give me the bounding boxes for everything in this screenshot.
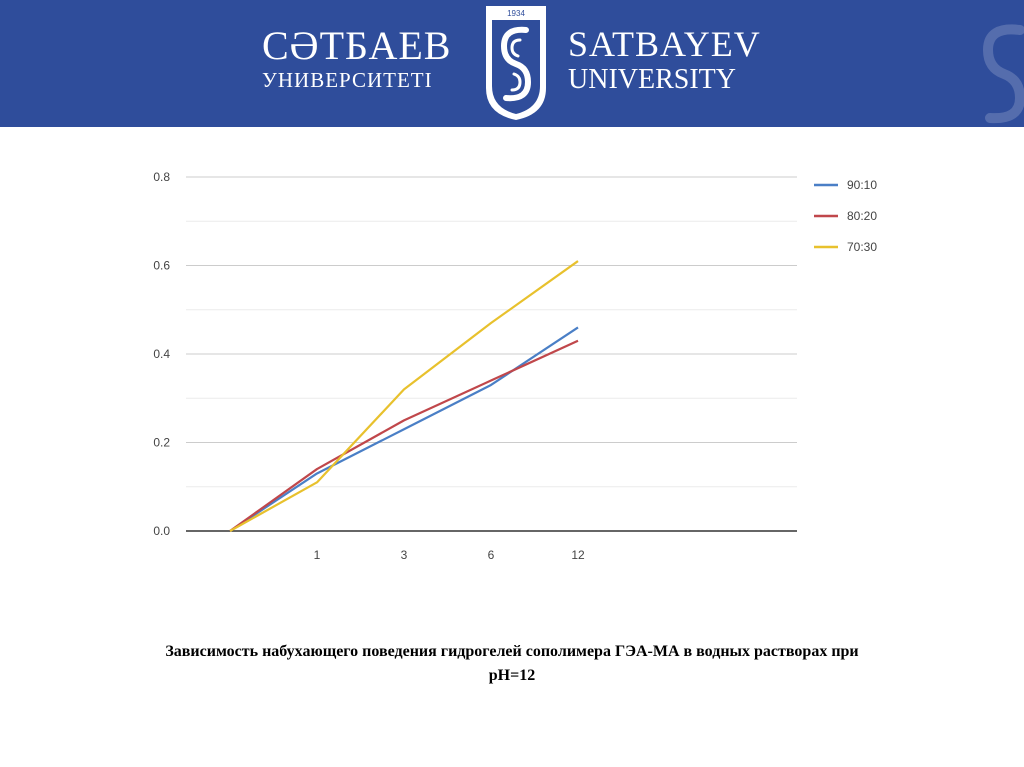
chart-axes: 0.0 0.2 0.4 0.6 0.8 1 3 6 12 bbox=[153, 170, 797, 562]
chart-legend: 90:10 80:20 70:30 bbox=[814, 178, 877, 254]
emblem-year: 1934 bbox=[507, 9, 525, 18]
legend-label: 90:10 bbox=[847, 178, 877, 192]
y-tick-label: 0.0 bbox=[153, 524, 170, 538]
legend-label: 80:20 bbox=[847, 209, 877, 223]
caption-line-1: Зависимость набухающего поведения гидрог… bbox=[165, 643, 859, 660]
brand-kz-title: СӘТБАЕВ bbox=[262, 23, 452, 68]
y-tick-label: 0.8 bbox=[153, 170, 170, 184]
brand-kz-subtitle: УНИВЕРСИТЕТІ bbox=[262, 68, 433, 92]
series-line-80-20 bbox=[229, 339, 579, 532]
chart-grid bbox=[186, 176, 797, 488]
legend-label: 70:30 bbox=[847, 240, 877, 254]
y-tick-label: 0.4 bbox=[153, 347, 170, 361]
brand-kz: СӘТБАЕВ УНИВЕРСИТЕТІ bbox=[262, 23, 462, 93]
brand-en-title: SATBAYEV bbox=[568, 24, 761, 64]
chart-series bbox=[229, 260, 579, 532]
figure-caption: Зависимость набухающего поведения гидрог… bbox=[10, 640, 1014, 688]
brand-en-subtitle: UNIVERSITY bbox=[568, 64, 736, 95]
caption-line-2: pH=12 bbox=[488, 667, 536, 684]
series-line-70-30 bbox=[229, 260, 579, 532]
x-tick-label: 3 bbox=[401, 548, 408, 562]
line-chart: 0.0 0.2 0.4 0.6 0.8 1 3 6 12 90:10 80:20 70:30 bbox=[153, 170, 877, 562]
series-line-90-10 bbox=[229, 326, 579, 532]
y-tick-label: 0.6 bbox=[153, 259, 170, 273]
y-tick-label: 0.2 bbox=[153, 436, 170, 450]
x-tick-label: 1 bbox=[314, 548, 321, 562]
header-banner: СӘТБАЕВ УНИВЕРСИТЕТІ 1934 SATBAYEV UNIVE… bbox=[0, 0, 1024, 127]
brand-en: SATBAYEV UNIVERSITY bbox=[568, 24, 788, 96]
x-tick-label: 12 bbox=[571, 548, 585, 562]
watermark-logo-icon bbox=[982, 24, 1024, 124]
x-tick-label: 6 bbox=[488, 548, 495, 562]
university-emblem-icon: 1934 bbox=[486, 6, 546, 120]
